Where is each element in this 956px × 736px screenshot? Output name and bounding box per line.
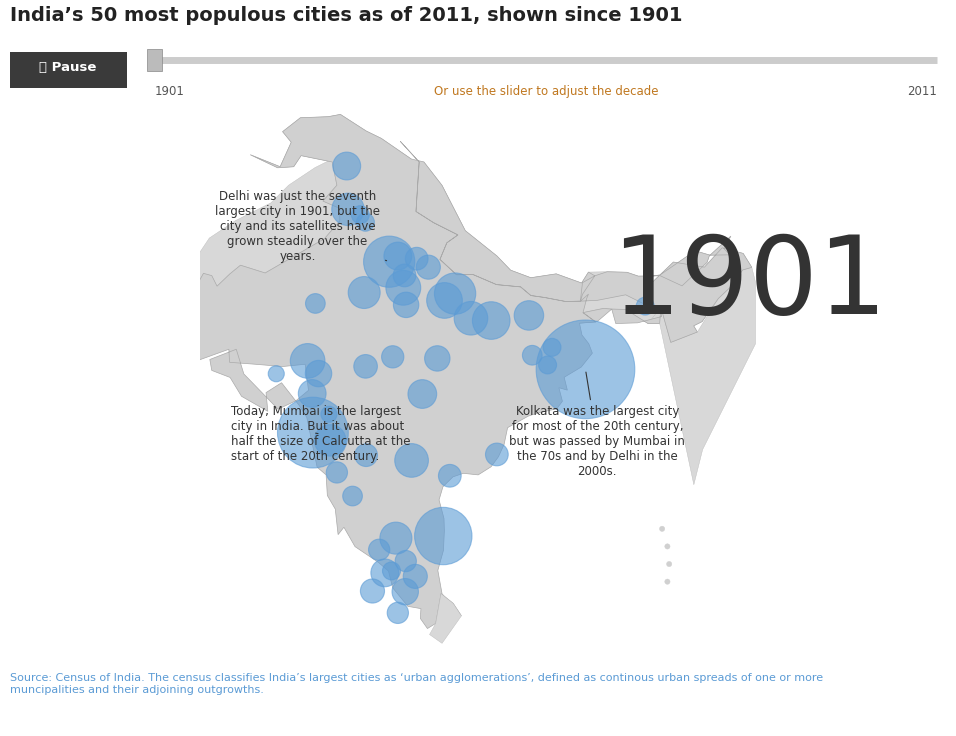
Circle shape bbox=[393, 264, 416, 287]
Circle shape bbox=[536, 320, 635, 419]
Polygon shape bbox=[163, 114, 411, 361]
Text: 1901: 1901 bbox=[155, 85, 185, 99]
Polygon shape bbox=[429, 594, 462, 643]
Circle shape bbox=[333, 152, 360, 180]
Circle shape bbox=[439, 464, 461, 487]
Circle shape bbox=[403, 565, 427, 589]
Text: 1901: 1901 bbox=[611, 231, 887, 337]
Circle shape bbox=[381, 346, 403, 368]
Text: 2011: 2011 bbox=[907, 85, 937, 99]
Circle shape bbox=[387, 602, 408, 623]
Circle shape bbox=[415, 507, 472, 565]
Polygon shape bbox=[648, 267, 755, 485]
Circle shape bbox=[357, 213, 375, 231]
Circle shape bbox=[355, 444, 378, 467]
Circle shape bbox=[664, 579, 670, 584]
Circle shape bbox=[408, 380, 437, 408]
Text: Today, Mumbai is the largest
city in India. But it was about
half the size of Ca: Today, Mumbai is the largest city in Ind… bbox=[231, 406, 410, 463]
Circle shape bbox=[543, 339, 561, 356]
Circle shape bbox=[384, 242, 412, 270]
FancyBboxPatch shape bbox=[10, 52, 126, 88]
Circle shape bbox=[426, 283, 463, 318]
Text: Or use the slider to adjust the decade: Or use the slider to adjust the decade bbox=[434, 85, 658, 99]
Circle shape bbox=[386, 270, 421, 305]
Text: ⏸ Pause: ⏸ Pause bbox=[39, 61, 97, 74]
Text: India’s 50 most populous cities as of 2011, shown since 1901: India’s 50 most populous cities as of 20… bbox=[10, 6, 682, 25]
Circle shape bbox=[269, 366, 284, 382]
Circle shape bbox=[351, 205, 369, 224]
Circle shape bbox=[392, 578, 419, 605]
Circle shape bbox=[405, 247, 428, 270]
Circle shape bbox=[332, 193, 364, 225]
Circle shape bbox=[298, 380, 326, 407]
Circle shape bbox=[660, 526, 664, 531]
Circle shape bbox=[395, 551, 417, 572]
Circle shape bbox=[315, 425, 346, 456]
Circle shape bbox=[522, 345, 542, 365]
Circle shape bbox=[434, 273, 476, 314]
Text: Source: Census of India. The census classifies India’s largest cities as ‘urban : Source: Census of India. The census clas… bbox=[10, 673, 823, 695]
Polygon shape bbox=[142, 114, 751, 629]
Circle shape bbox=[395, 444, 428, 477]
Text: Delhi was just the seventh
largest city in 1901, but the
city and its satellites: Delhi was just the seventh largest city … bbox=[215, 190, 386, 263]
Text: Kolkata was the largest city
for most of the 20th century,
but was passed by Mum: Kolkata was the largest city for most of… bbox=[510, 372, 685, 478]
Circle shape bbox=[486, 443, 509, 466]
Circle shape bbox=[348, 277, 380, 308]
Circle shape bbox=[277, 397, 348, 468]
Polygon shape bbox=[416, 162, 751, 342]
FancyBboxPatch shape bbox=[147, 49, 163, 71]
Circle shape bbox=[368, 539, 390, 560]
Circle shape bbox=[416, 255, 441, 279]
Circle shape bbox=[514, 301, 544, 330]
Circle shape bbox=[380, 522, 412, 554]
Circle shape bbox=[424, 346, 450, 371]
Circle shape bbox=[538, 356, 556, 374]
Circle shape bbox=[664, 544, 670, 549]
Circle shape bbox=[342, 486, 362, 506]
Circle shape bbox=[291, 344, 325, 378]
Circle shape bbox=[363, 236, 415, 287]
Circle shape bbox=[371, 559, 399, 587]
Circle shape bbox=[306, 294, 325, 314]
Circle shape bbox=[666, 562, 672, 567]
Circle shape bbox=[382, 562, 401, 580]
Circle shape bbox=[637, 297, 654, 315]
Circle shape bbox=[321, 406, 337, 422]
Circle shape bbox=[472, 302, 510, 339]
Circle shape bbox=[354, 355, 378, 378]
Circle shape bbox=[394, 292, 419, 317]
Circle shape bbox=[454, 302, 488, 335]
Circle shape bbox=[305, 361, 332, 387]
Circle shape bbox=[326, 461, 347, 483]
Circle shape bbox=[360, 579, 384, 603]
